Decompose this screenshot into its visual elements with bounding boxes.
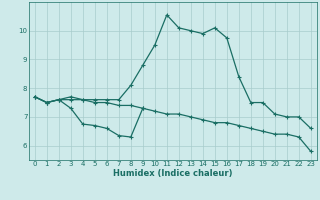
X-axis label: Humidex (Indice chaleur): Humidex (Indice chaleur) [113,169,233,178]
